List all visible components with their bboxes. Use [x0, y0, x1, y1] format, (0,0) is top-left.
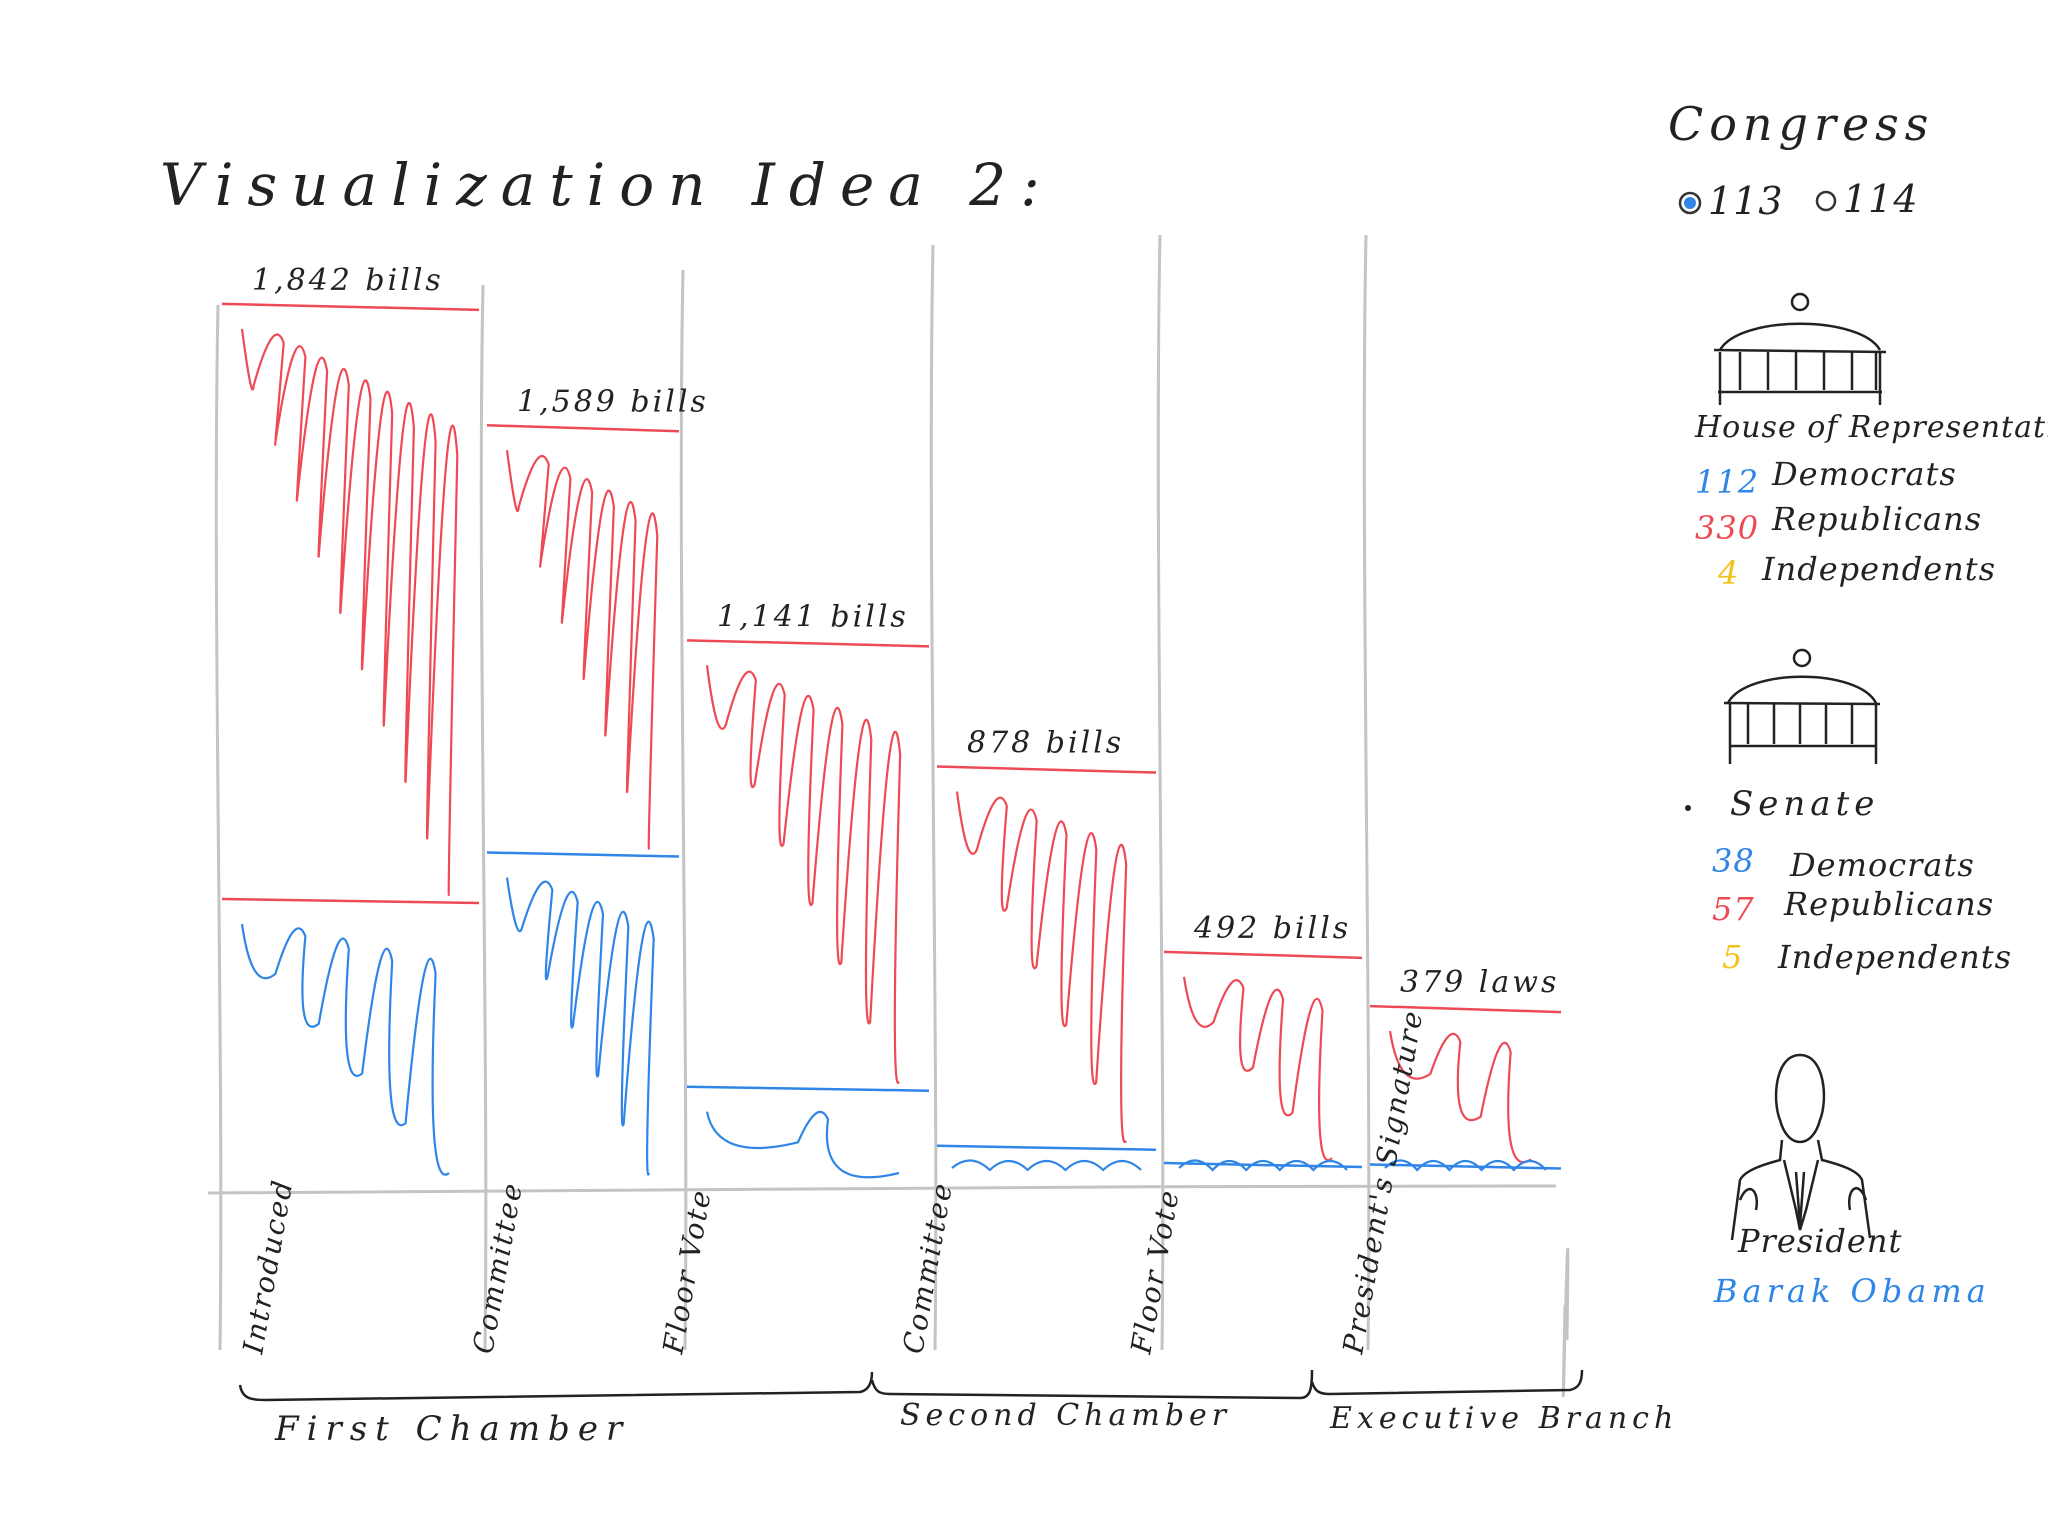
bar-segment-democrats-top	[221, 897, 480, 905]
bar-total-labels: 1,842 bills 1,589 bills 1,141 bills 878 bil…	[252, 263, 1559, 1000]
senate-independents-count: 5	[1722, 938, 1743, 976]
congress-option-113[interactable]: 113	[1678, 179, 1784, 223]
bar-segment-democrats	[1178, 1159, 1348, 1172]
group-label: Executive Branch	[1329, 1401, 1678, 1436]
page-title: Visualization Idea 2:	[160, 151, 1054, 219]
senate-democrats-label: Democrats	[1789, 846, 1975, 884]
radio-113[interactable]	[1678, 191, 1702, 215]
house-democrats-count: 112	[1695, 463, 1759, 501]
stage-label: Floor Vote	[1124, 1186, 1186, 1357]
bar-segment-democrats	[1384, 1159, 1547, 1172]
bar-segment-democrats-top	[486, 851, 680, 858]
house-republicans-count: 330	[1695, 509, 1759, 547]
bar-segment-democrats	[240, 923, 450, 1176]
bar-segment-republicans	[240, 328, 459, 896]
congress-heading: Congress	[1668, 97, 1934, 151]
bar-segment-republicans	[1388, 1030, 1532, 1164]
senate-title: Senate	[1730, 784, 1879, 824]
bar-segment-democrats	[705, 1110, 900, 1179]
brace-second-chamber	[870, 1369, 1314, 1400]
brace-executive-branch	[1310, 1369, 1584, 1396]
house-panel: House of Representatives 112 Democrats 3…	[1694, 410, 2048, 592]
president-label: President	[1737, 1222, 1902, 1260]
president-panel: President Barak Obama	[1713, 1222, 1991, 1310]
senate-republicans-count: 57	[1712, 890, 1755, 928]
bar-segment-democrats-top	[1163, 1161, 1363, 1169]
senate-building-icon	[1723, 648, 1881, 764]
bar-segment-republicans	[505, 450, 659, 850]
bar-total-label: 1,141 bills	[717, 599, 909, 634]
bar-segment-democrats	[505, 877, 655, 1176]
house-democrats-label: Democrats	[1771, 455, 1957, 493]
group-label: First Chamber	[274, 1409, 630, 1449]
stage-divider	[1156, 234, 1165, 1351]
house-independents-count: 4	[1717, 554, 1739, 592]
congress-option-114[interactable]: 114	[1815, 177, 1919, 221]
bar-segment-democrats-top	[686, 1085, 930, 1092]
stage-labels: Introduced Committee Floor Vote Committee Fl…	[236, 1007, 1429, 1357]
president-portrait-icon	[1730, 1053, 1872, 1241]
stage-divider	[1561, 1247, 1570, 1398]
bar-segment-democrats-top	[1369, 1163, 1562, 1170]
senate-republicans-label: Republicans	[1783, 885, 1994, 923]
bar-stack	[221, 302, 480, 1176]
president-name: Barak Obama	[1713, 1272, 1991, 1310]
brace-first-chamber	[238, 1371, 874, 1402]
bar-segment-republicans-top	[1163, 950, 1363, 960]
bar-segment-republicans-top	[221, 302, 480, 312]
house-republicans-label: Republicans	[1771, 500, 1982, 538]
bar-segment-republicans-top	[686, 639, 930, 648]
bar-segment-republicans	[1182, 976, 1333, 1162]
radio-114[interactable]	[1815, 190, 1837, 212]
group-label: Second Chamber	[900, 1398, 1231, 1433]
bar-total-label: 379 laws	[1400, 965, 1559, 1000]
bar-total-label: 1,589 bills	[517, 384, 709, 419]
chart-baseline	[207, 1184, 1557, 1195]
house-title: House of Representatives	[1694, 410, 2048, 445]
bar-segment-democrats	[951, 1159, 1142, 1172]
bar-segment-republicans-top	[1369, 1004, 1562, 1014]
stage-label: Committee	[466, 1179, 529, 1356]
bar-total-label: 1,842 bills	[252, 263, 444, 298]
capitol-building-icon	[1713, 292, 1887, 405]
bar-total-label: 878 bills	[967, 726, 1124, 761]
bar-stack	[686, 639, 930, 1179]
stage-divider	[679, 269, 688, 1351]
senate-panel: Senate 38 Democrats 57 Republicans 5 Ind…	[1685, 784, 2012, 976]
bar-segment-republicans	[705, 665, 902, 1084]
bar-segment-democrats-top	[936, 1144, 1157, 1152]
congress-option-label: 114	[1843, 177, 1919, 221]
congress-panel: Congress 113 114	[1668, 97, 1934, 223]
stage-divider	[1362, 234, 1371, 1351]
stage-divider	[929, 244, 938, 1351]
senate-independents-label: Independents	[1777, 938, 2012, 976]
bar-total-label: 492 bills	[1193, 911, 1351, 946]
bar-stack	[1163, 950, 1363, 1172]
stage-divider	[214, 304, 223, 1351]
congress-option-label: 113	[1708, 179, 1784, 223]
group-braces	[238, 1369, 1584, 1402]
bar-segment-republicans	[955, 791, 1128, 1144]
stage-divider	[479, 284, 488, 1351]
radio-113-selected-dot	[1684, 197, 1696, 209]
bar-segment-republicans-top	[486, 424, 680, 433]
stage-label: President's Signature	[1336, 1007, 1429, 1357]
stage-label: Floor Vote	[656, 1186, 718, 1357]
bar-segment-republicans-top	[936, 765, 1157, 774]
stage-label: Committee	[896, 1179, 959, 1356]
senate-democrats-count: 38	[1712, 842, 1755, 880]
stage-dividers	[214, 234, 1570, 1398]
senate-bullet	[1685, 805, 1691, 811]
bar-stack	[936, 765, 1157, 1172]
bar-stack	[1369, 1004, 1562, 1172]
stage-label: Introduced	[236, 1176, 299, 1357]
stacked-bars	[221, 302, 1562, 1179]
group-labels: First Chamber Second Chamber Executive Bra…	[274, 1398, 1678, 1449]
bar-stack	[486, 424, 680, 1176]
house-independents-label: Independents	[1761, 550, 1996, 588]
